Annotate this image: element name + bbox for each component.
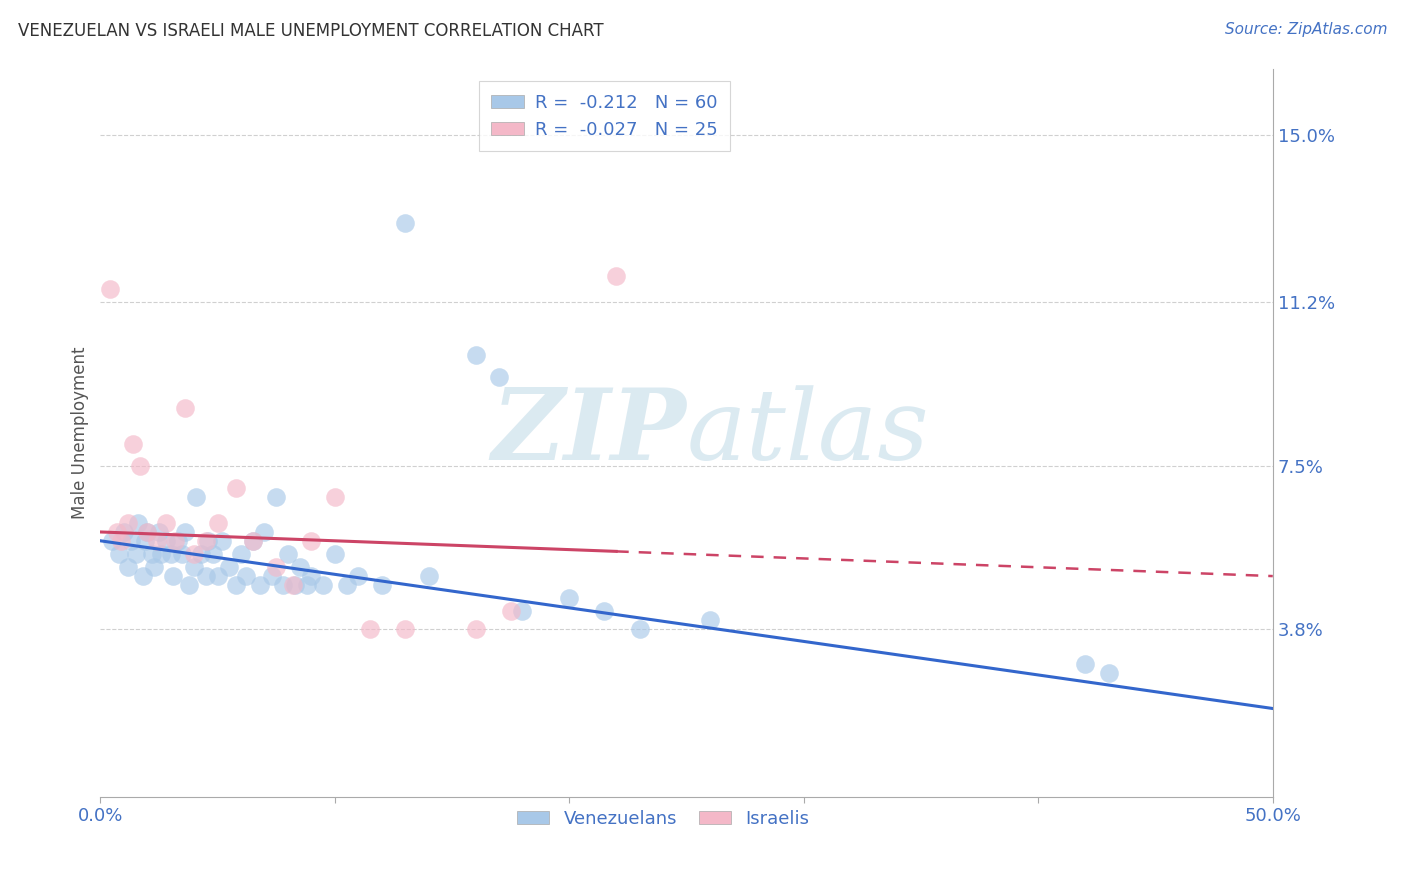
Y-axis label: Male Unemployment: Male Unemployment [72, 346, 89, 519]
Point [284, 578, 307, 592]
Point [295, 578, 318, 592]
Point [499, 604, 522, 618]
Point [201, 547, 224, 561]
Point [108, 547, 131, 561]
Text: atlas: atlas [686, 385, 929, 480]
Point [242, 533, 264, 548]
Point [155, 533, 177, 548]
Point [166, 533, 188, 548]
Point [359, 622, 381, 636]
Point [131, 569, 153, 583]
Point [127, 516, 149, 530]
Point [197, 533, 219, 548]
Point [101, 533, 124, 548]
Point [218, 560, 240, 574]
Point [141, 547, 163, 561]
Point [162, 569, 184, 583]
Point [323, 490, 346, 504]
Point [347, 569, 370, 583]
Text: ZIP: ZIP [492, 384, 686, 481]
Point [105, 524, 128, 539]
Point [98, 282, 121, 296]
Legend: Venezuelans, Israelis: Venezuelans, Israelis [509, 803, 817, 835]
Point [155, 516, 177, 530]
Point [235, 569, 257, 583]
Point [207, 569, 229, 583]
Point [271, 578, 294, 592]
Point [418, 569, 440, 583]
Point [112, 524, 135, 539]
Point [179, 578, 201, 592]
Point [277, 547, 299, 561]
Point [122, 436, 145, 450]
Point [136, 524, 159, 539]
Point [173, 401, 195, 416]
Point [225, 578, 247, 592]
Point [628, 622, 651, 636]
Point [264, 490, 287, 504]
Point [558, 591, 581, 606]
Point [394, 216, 416, 230]
Point [260, 569, 283, 583]
Point [371, 578, 394, 592]
Point [183, 547, 205, 561]
Point [134, 533, 156, 548]
Point [124, 547, 146, 561]
Point [1074, 657, 1097, 672]
Point [110, 533, 132, 548]
Point [165, 533, 187, 548]
Point [394, 622, 416, 636]
Point [699, 613, 721, 627]
Point [299, 533, 322, 548]
Point [145, 533, 167, 548]
Point [264, 560, 287, 574]
Point [1098, 666, 1121, 681]
Point [194, 569, 217, 583]
Point [242, 533, 264, 548]
Point [186, 490, 208, 504]
Point [136, 524, 159, 539]
Point [593, 604, 616, 618]
Point [117, 516, 139, 530]
Point [464, 622, 486, 636]
Text: Source: ZipAtlas.com: Source: ZipAtlas.com [1225, 22, 1388, 37]
Point [150, 547, 173, 561]
Point [159, 547, 181, 561]
Point [120, 533, 142, 548]
Point [183, 560, 205, 574]
Point [299, 569, 322, 583]
Point [488, 370, 510, 384]
Point [194, 533, 217, 548]
Point [323, 547, 346, 561]
Point [312, 578, 335, 592]
Point [173, 524, 195, 539]
Text: VENEZUELAN VS ISRAELI MALE UNEMPLOYMENT CORRELATION CHART: VENEZUELAN VS ISRAELI MALE UNEMPLOYMENT … [18, 22, 605, 40]
Point [190, 547, 212, 561]
Point [207, 516, 229, 530]
Point [605, 268, 627, 283]
Point [148, 524, 170, 539]
Point [129, 458, 152, 473]
Point [143, 560, 166, 574]
Point [335, 578, 357, 592]
Point [281, 578, 304, 592]
Point [117, 560, 139, 574]
Point [229, 547, 252, 561]
Point [249, 578, 271, 592]
Point [288, 560, 311, 574]
Point [512, 604, 534, 618]
Point [211, 533, 233, 548]
Point [225, 481, 247, 495]
Point [172, 547, 194, 561]
Point [464, 348, 486, 362]
Point [253, 524, 276, 539]
